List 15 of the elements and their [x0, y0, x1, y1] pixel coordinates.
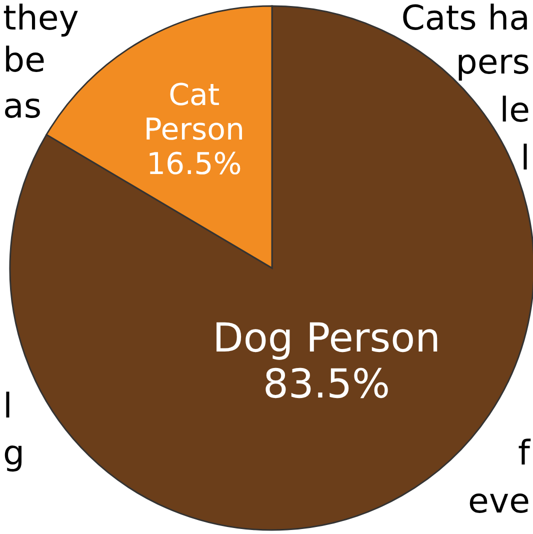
data-label: 83.5%	[262, 362, 390, 408]
text: f	[518, 433, 532, 474]
text: l	[3, 386, 12, 426]
text: g	[3, 433, 25, 474]
slice-label: Cat Person	[144, 78, 245, 148]
text: Cats ha	[401, 0, 530, 38]
text: be	[3, 40, 46, 80]
text: l	[520, 138, 530, 178]
text: they	[3, 0, 79, 38]
text: pers	[456, 42, 530, 82]
slice-label: Dog Person	[212, 316, 440, 362]
text: as	[3, 86, 42, 126]
text: eve	[468, 481, 530, 522]
data-label: 16.5%	[146, 147, 242, 182]
text: le	[500, 90, 530, 130]
